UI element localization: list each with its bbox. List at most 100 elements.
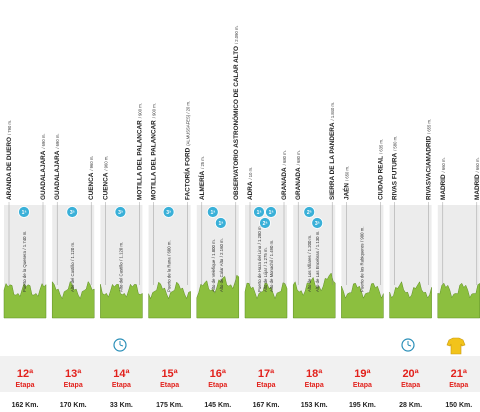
climb-category-badge bbox=[265, 206, 277, 218]
town-name: RIVASVACIAMADRID bbox=[426, 136, 433, 200]
climb-category-badge bbox=[259, 217, 271, 229]
town-altitude: / 960 m. bbox=[89, 156, 94, 171]
stage-word: Etapa bbox=[208, 382, 227, 389]
climb-name: Alto de Calar Alto bbox=[219, 258, 224, 292]
stage-number: 20ª bbox=[402, 368, 419, 380]
stage-distance: 167 Km. bbox=[253, 402, 280, 409]
town-label: RIVAS FUTURA / 580 m. bbox=[392, 136, 399, 200]
climb-altitude: / 600 m. bbox=[167, 240, 172, 256]
town-altitude: / 25 m. bbox=[200, 156, 205, 169]
town-label: SIERRA DE LA PANDERA/ 1.840 m. bbox=[329, 102, 336, 200]
climb-category: 3ª bbox=[315, 221, 320, 227]
labels: ARANDA DE DUERO/ 790 m.GUADALAJARA/ 690 … bbox=[6, 25, 480, 409]
town-name: GRANADA bbox=[281, 167, 288, 200]
climb-altitude: / 1.200 m. bbox=[307, 235, 312, 254]
stage-band bbox=[0, 356, 480, 392]
town-name: MOTILLA DEL PALANCAR bbox=[136, 120, 143, 200]
climb-label: Puerto de la Rana/ 600 m. bbox=[167, 240, 172, 292]
climb-category: 1ª bbox=[257, 210, 262, 216]
town-altitude: / 635 m. bbox=[378, 139, 383, 154]
climb-label: Puerto de los Rabiqueros / 900 m. bbox=[359, 226, 364, 292]
climb-altitude: / 1.120 m. bbox=[70, 242, 75, 261]
stage-word: Etapa bbox=[64, 382, 83, 389]
climb-name: Alto de Lújar bbox=[263, 267, 268, 292]
town-name: ADRA bbox=[247, 181, 254, 200]
town-altitude: / 2.090 m. bbox=[234, 25, 239, 44]
town-altitude: / 680 m. bbox=[282, 150, 287, 165]
climb-label: Alto de Velefique/ 1.800 m. bbox=[211, 239, 216, 292]
town-altitude: / 690 m. bbox=[41, 134, 46, 149]
leader-jersey-icon bbox=[446, 337, 466, 355]
climb-category: 3ª bbox=[118, 210, 123, 216]
climb-category: 1ª bbox=[218, 221, 223, 227]
terrain bbox=[437, 282, 480, 319]
climb-label: Alto de Las Encebras/ 1.130 m. bbox=[315, 231, 320, 292]
climb-label: Alto del Castillo/ 1.120 m. bbox=[118, 242, 123, 292]
stage-word: Etapa bbox=[256, 382, 275, 389]
town-label: GRANADA / 680 m. bbox=[281, 150, 288, 200]
town-name: CUENCA bbox=[88, 172, 95, 200]
panels bbox=[3, 205, 480, 319]
stage-word: Etapa bbox=[353, 382, 372, 389]
climb-altitude: / 1.800 m. bbox=[211, 239, 216, 258]
town-label: GRANADA / 680 m. bbox=[295, 150, 302, 200]
climb-category-badge bbox=[303, 206, 316, 218]
climb-altitude: / 2.160 m. bbox=[219, 238, 224, 257]
terrain bbox=[244, 282, 288, 319]
stage-number: 13ª bbox=[65, 368, 82, 380]
climb-altitude: / 1.120 m. bbox=[118, 242, 123, 261]
stage-distance: 150 Km. bbox=[445, 402, 472, 409]
town-altitude: (ALMUSSAFES) / 20 m. bbox=[186, 101, 191, 146]
climb-name: Alto de Monachil bbox=[269, 260, 274, 292]
stage-distance: 175 Km. bbox=[156, 402, 183, 409]
terrain bbox=[148, 281, 191, 319]
climb-name: Puerto de la Quesera bbox=[22, 251, 27, 292]
climb-label: Alto de Lújar/ 1.275 m. bbox=[263, 247, 268, 292]
terrain bbox=[3, 282, 47, 319]
town-name: MOTILLA DEL PALANCAR bbox=[151, 120, 158, 200]
stage-word: Etapa bbox=[112, 382, 131, 389]
town-label: FACTORÍA FORD(ALMUSSAFES) / 20 m. bbox=[183, 101, 192, 200]
climb-name: Alto de Velefique bbox=[211, 259, 216, 292]
town-name: RIVAS FUTURA bbox=[392, 153, 399, 200]
town-name: JAÉN bbox=[341, 183, 350, 200]
climb-name: Alto de Los Villares bbox=[307, 255, 312, 292]
town-label: GUADALAJARA/ 690 m. bbox=[40, 134, 47, 201]
stage-word: Etapa bbox=[15, 382, 34, 389]
town-label: CIUDAD REAL / 635 m. bbox=[377, 139, 384, 200]
town-name: CUENCA bbox=[102, 172, 109, 200]
town-label: JAÉN / 650 m. bbox=[341, 166, 350, 200]
town-name: OBSERVATORIO ASTRONÓMICO DE CALAR ALTO bbox=[231, 46, 240, 200]
terrain bbox=[341, 282, 384, 319]
stage-distance: 33 Km. bbox=[110, 402, 133, 409]
stage-word: Etapa bbox=[160, 382, 179, 389]
climb-label: Puerto de la Quesera/ 1.740 m. bbox=[22, 231, 27, 292]
climb-category: 1ª bbox=[210, 210, 215, 216]
terrain bbox=[389, 281, 432, 319]
town-altitude: / 10 m. bbox=[248, 167, 253, 180]
town-label: CUENCA/ 960 m. bbox=[102, 156, 109, 200]
climb-category-badge bbox=[162, 206, 175, 218]
climb-label: Alto del Castillo/ 1.120 m. bbox=[70, 242, 75, 292]
town-altitude: / 650 m. bbox=[344, 166, 349, 181]
climb-altitude: / 1.280 m. bbox=[257, 225, 262, 244]
town-altitude: / 690 m. bbox=[55, 134, 60, 149]
town-label: MADRID / 660 m. bbox=[474, 157, 480, 200]
town-altitude: / 960 m. bbox=[103, 156, 108, 171]
town-name: ALMERÍA bbox=[197, 171, 206, 200]
town-name: CIUDAD REAL bbox=[377, 156, 384, 200]
terrain bbox=[100, 283, 143, 319]
climb-name: Alto del Castillo bbox=[70, 262, 75, 292]
stage-word: Etapa bbox=[305, 382, 324, 389]
town-label: ADRA/ 10 m. bbox=[247, 167, 254, 200]
town-name: FACTORÍA FORD bbox=[183, 147, 192, 200]
stage-number: 19ª bbox=[354, 368, 371, 380]
time-trial-icon bbox=[113, 338, 127, 352]
climb-name: Alto del Castillo bbox=[118, 262, 123, 292]
climb-name: Puerto de los Rabiqueros bbox=[359, 244, 364, 293]
climb-label: Alto de Monachil/ 1.490 m. bbox=[269, 240, 274, 292]
climb-category-badge bbox=[206, 206, 219, 218]
time-trial-icon bbox=[401, 338, 415, 352]
town-altitude: / 900 m. bbox=[152, 103, 157, 118]
